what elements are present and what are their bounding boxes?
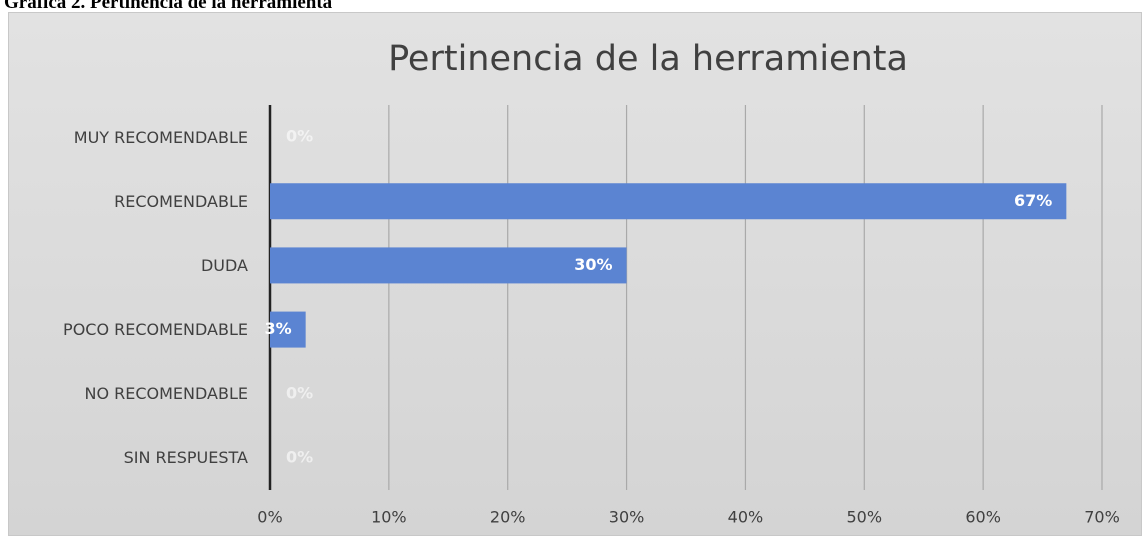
y-tick-label-box: NO RECOMENDABLE (84, 382, 248, 405)
bar (270, 247, 627, 284)
chart-title: Pertinencia de la herramienta (388, 39, 908, 79)
y-tick-label-box: DUDA (201, 254, 248, 277)
bar (270, 183, 1067, 220)
data-label: 0% (286, 383, 313, 402)
data-label: 30% (574, 255, 612, 274)
x-tick-label: 30% (609, 508, 645, 527)
x-tick-label: 70% (1084, 508, 1120, 527)
x-tick-label: 50% (847, 508, 883, 527)
y-tick-label-box: MUY RECOMENDABLE (74, 126, 248, 149)
y-tick-label: SIN RESPUESTA (123, 448, 248, 468)
x-tick-label: 20% (490, 508, 526, 527)
y-tick-label: RECOMENDABLE (114, 191, 248, 211)
y-tick-label: DUDA (200, 255, 248, 275)
y-tick-label-box: SIN RESPUESTA (124, 446, 248, 469)
data-label: 0% (286, 127, 313, 146)
data-label: 3% (264, 319, 291, 338)
bar (270, 311, 306, 348)
x-tick-label: 40% (728, 508, 764, 527)
caption: Gráfica 2. Pertinencia de la herramienta (4, 0, 333, 13)
x-tick-label: 60% (965, 508, 1001, 527)
x-tick-label: 10% (371, 508, 407, 527)
y-tick-label: POCO RECOMENDABLE (63, 320, 248, 340)
y-tick-label: NO RECOMENDABLE (84, 384, 248, 404)
data-label: 0% (286, 447, 313, 466)
y-tick-label-box: RECOMENDABLE (114, 190, 248, 213)
data-label: 67% (1014, 191, 1052, 210)
y-tick-label: MUY RECOMENDABLE (73, 127, 248, 147)
y-tick-label-box: POCO RECOMENDABLE (63, 318, 248, 341)
x-tick-label: 0% (257, 508, 282, 527)
